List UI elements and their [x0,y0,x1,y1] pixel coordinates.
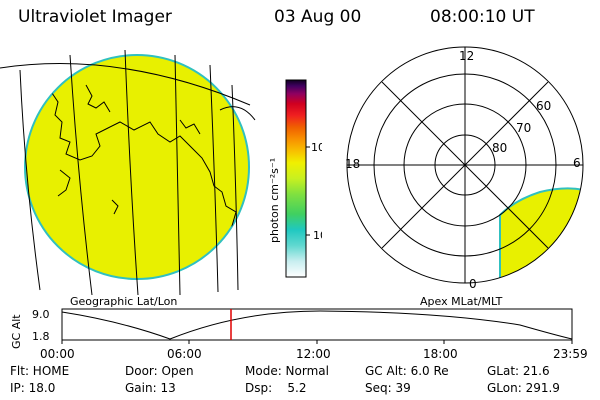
instrument-title: Ultraviolet Imager [18,7,172,27]
mlt-label-6: 6 [573,156,581,170]
uv-emission-disk [24,54,250,280]
xtick-0600: 06:00 [167,347,202,361]
longitude-grid [0,49,256,295]
status-door: Door: Open [125,364,194,378]
status-gain: Gain: 13 [125,381,176,395]
altitude-axis-label: GC Alt [10,314,23,349]
altitude-ytick-bottom: 1.8 [32,330,50,343]
status-gcalt: GC Alt: 6.0 Re [365,364,449,378]
polar-label: Apex MLat/MLT [420,295,503,308]
colorbar-tick-10: 10 [313,229,322,242]
status-seq: Seq: 39 [365,381,411,395]
mlt-label-12: 12 [459,49,474,63]
altitude-xticks [61,340,573,344]
status-flt: Flt: HOME [10,364,70,378]
xtick-2359: 23:59 [553,347,588,361]
time-label: 08:00:10 UT [430,7,535,27]
status-mode: Mode: Normal [245,364,329,378]
status-glon: GLon: 291.9 [487,381,560,395]
colorbar-gradient [285,79,307,278]
status-ip: IP: 18.0 [10,381,56,395]
altitude-ytick-top: 9.0 [32,308,50,321]
geographic-image-panel [0,49,256,295]
date-label: 03 Aug 00 [274,7,362,27]
colorbar: 100 10 photon cm⁻²s⁻¹ [268,79,322,278]
altitude-curve [61,310,573,340]
lat-label-60: 60 [536,99,551,113]
colorbar-tick-100: 100 [311,141,322,154]
altitude-strip: GC Alt 9.0 1.8 00:00 06:00 12:00 18:00 2… [10,308,588,361]
mlt-label-0: 0 [469,277,477,291]
xtick-0000: 00:00 [40,347,75,361]
status-glat: GLat: 21.6 [487,364,550,378]
xtick-1200: 12:00 [296,347,331,361]
mlt-label-18: 18 [345,157,360,171]
altitude-plot-frame [61,308,573,341]
colorbar-unit-label: photon cm⁻²s⁻¹ [268,158,281,243]
status-dsp: Dsp: 5.2 [245,381,307,395]
xtick-1800: 18:00 [423,347,458,361]
lat-label-80: 80 [492,141,507,155]
polar-grid [346,46,584,284]
polar-plot: 12 18 6 0 60 70 80 [345,46,584,291]
geographic-label: Geographic Lat/Lon [70,295,178,308]
lat-label-70: 70 [516,121,531,135]
